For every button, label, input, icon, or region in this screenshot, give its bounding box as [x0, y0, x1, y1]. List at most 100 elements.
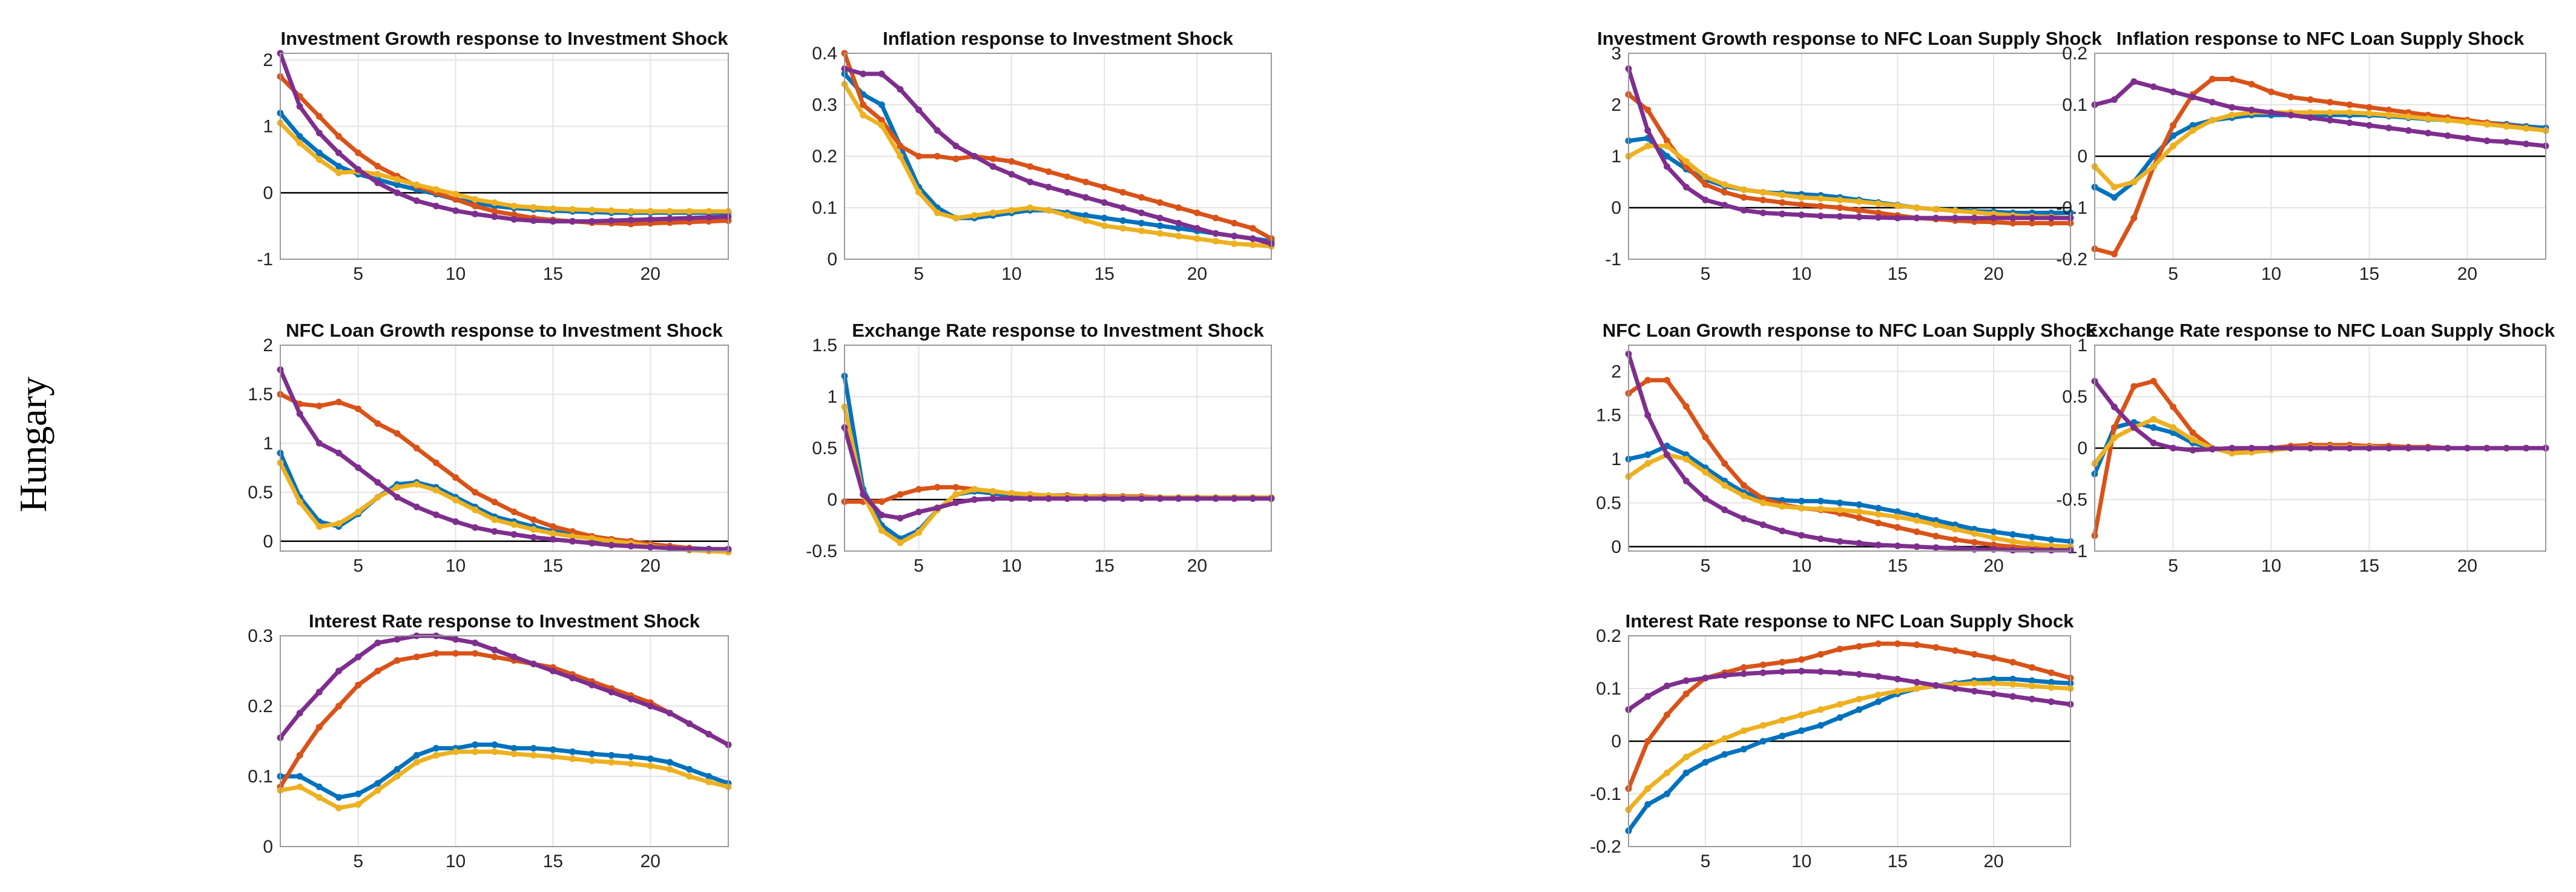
x-tick-label: 20: [1983, 851, 2003, 871]
data-point-red: [432, 650, 440, 657]
data-point-yellow: [432, 186, 440, 193]
data-point-red: [1875, 640, 1882, 647]
data-point-red: [355, 150, 362, 157]
data-point-red: [491, 653, 498, 661]
data-point-red: [452, 196, 460, 203]
data-point-purple: [1836, 213, 1843, 220]
data-point-purple: [1045, 495, 1052, 502]
data-point-red: [335, 398, 343, 406]
data-point-blue: [686, 765, 693, 773]
data-point-red: [1064, 173, 1071, 180]
data-point-purple: [1817, 213, 1824, 220]
y-tick-label: -0.5: [806, 541, 837, 561]
data-point-blue: [2150, 153, 2157, 160]
data-point-yellow: [647, 762, 654, 770]
data-point-red: [2385, 107, 2393, 113]
data-point-purple: [1759, 521, 1767, 529]
data-point-red: [1721, 460, 1728, 467]
data-point-purple: [1952, 214, 1959, 222]
data-point-red: [1856, 206, 1863, 214]
data-point-red: [1663, 712, 1670, 718]
data-point-purple: [588, 681, 596, 689]
y-tick-label: 3: [1611, 44, 1621, 64]
data-point-blue: [2189, 122, 2196, 129]
y-tick-label: 0.2: [812, 147, 837, 167]
data-point-red: [897, 491, 904, 498]
data-point-yellow: [1798, 504, 1805, 512]
data-point-yellow: [2444, 117, 2451, 124]
data-point-yellow: [588, 535, 596, 542]
data-point-blue: [588, 750, 596, 758]
data-point-purple: [491, 646, 498, 653]
data-point-purple: [472, 639, 479, 647]
data-point-purple: [394, 189, 401, 196]
data-point-purple: [1798, 532, 1805, 539]
data-point-purple: [2463, 134, 2471, 142]
data-point-purple: [2130, 78, 2138, 85]
data-point-yellow: [2110, 434, 2118, 441]
data-point-purple: [355, 166, 362, 173]
data-point-yellow: [2483, 121, 2491, 128]
data-point-yellow: [1836, 196, 1843, 203]
data-point-yellow: [1702, 743, 1709, 750]
data-point-purple: [1875, 673, 1882, 680]
data-point-yellow: [432, 487, 440, 494]
data-point-purple: [686, 214, 693, 222]
data-point-yellow: [1740, 492, 1747, 500]
data-point-blue: [1082, 212, 1089, 219]
data-point-yellow: [1971, 530, 1978, 537]
data-point-blue: [394, 181, 401, 188]
chart-title: Inflation response to Investment Shock: [883, 28, 1234, 49]
data-point-yellow: [1817, 706, 1824, 713]
data-point-red: [2150, 378, 2157, 385]
data-point-purple: [2209, 446, 2216, 453]
y-tick-label: -0.2: [1590, 837, 1621, 857]
data-point-yellow: [2228, 111, 2236, 119]
data-point-purple: [1119, 204, 1127, 211]
data-point-yellow: [472, 196, 479, 203]
data-point-yellow: [2110, 183, 2118, 191]
data-point-blue: [1798, 727, 1805, 735]
plot-area: [280, 635, 729, 847]
data-point-purple: [2463, 444, 2471, 452]
data-point-yellow: [1913, 517, 1920, 524]
data-point-red: [2307, 96, 2314, 103]
data-point-purple: [647, 216, 654, 223]
data-point-red: [2346, 101, 2353, 108]
data-point-purple: [1721, 506, 1728, 514]
data-point-blue: [1856, 706, 1863, 713]
data-point-red: [2228, 76, 2236, 82]
data-point-purple: [1779, 527, 1786, 535]
data-point-purple: [1856, 540, 1863, 547]
data-point-red: [1008, 158, 1015, 165]
data-point-yellow: [1027, 204, 1034, 211]
data-point-red: [1193, 210, 1201, 216]
data-point-purple: [971, 496, 978, 503]
data-point-yellow: [530, 752, 537, 759]
data-point-yellow: [1740, 727, 1747, 735]
data-point-red: [2170, 122, 2177, 129]
data-point-blue: [2009, 675, 2017, 682]
data-point-purple: [1798, 667, 1805, 675]
x-tick-label: 5: [914, 264, 924, 284]
data-point-yellow: [374, 171, 381, 178]
data-point-red: [1856, 643, 1863, 650]
data-point-yellow: [1932, 521, 1940, 529]
data-point-yellow: [569, 755, 576, 762]
data-point-blue: [510, 745, 518, 752]
data-point-purple: [315, 440, 323, 447]
plot-frame: [280, 345, 729, 552]
data-point-red: [335, 702, 343, 710]
y-tick-label: 0.2: [248, 696, 273, 716]
data-point-purple: [2170, 444, 2177, 452]
series-line-purple: [278, 633, 730, 747]
data-point-yellow: [1721, 735, 1728, 742]
data-point-red: [1932, 644, 1940, 651]
data-point-purple: [1175, 220, 1182, 226]
data-point-yellow: [315, 156, 323, 163]
data-point-purple: [1875, 541, 1882, 549]
data-point-yellow: [510, 750, 518, 758]
data-point-purple: [491, 213, 498, 220]
x-tick-label: 15: [543, 556, 563, 576]
data-point-yellow: [1856, 198, 1863, 205]
